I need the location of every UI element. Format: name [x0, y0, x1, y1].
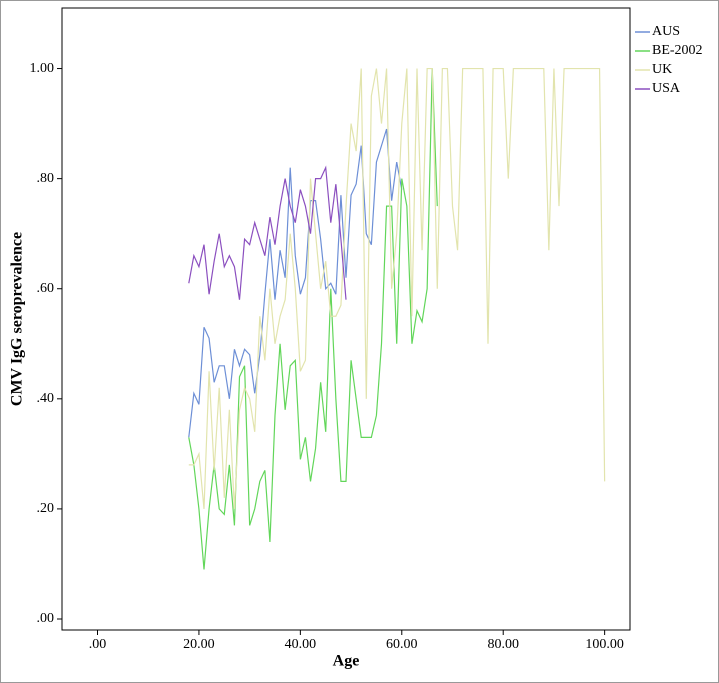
x-tick-label: .00 — [89, 637, 107, 652]
x-tick-label: 20.00 — [183, 637, 215, 652]
legend-label: AUS — [652, 24, 680, 39]
legend-label: BE-2002 — [652, 43, 703, 58]
legend-label: USA — [652, 81, 681, 96]
x-tick-label: 40.00 — [285, 637, 317, 652]
x-tick-label: 60.00 — [386, 637, 418, 652]
x-tick-label: 100.00 — [585, 637, 624, 652]
series-line — [188, 68, 438, 570]
series-line — [188, 67, 606, 509]
y-tick-label: .20 — [37, 501, 55, 516]
legend-label: UK — [652, 62, 672, 77]
x-tick-label: 80.00 — [487, 637, 519, 652]
y-tick-label: .60 — [37, 281, 55, 296]
x-axis-title: Age — [333, 653, 360, 670]
y-tick-label: .00 — [37, 611, 55, 626]
plot-area — [61, 7, 631, 631]
y-tick-label: .40 — [37, 391, 55, 406]
y-tick-label: .80 — [37, 171, 55, 186]
y-axis-title: CMV IgG seroprevalence — [9, 232, 26, 406]
series-line — [188, 165, 347, 300]
series-line — [188, 128, 403, 438]
y-tick-label: 1.00 — [30, 61, 55, 76]
